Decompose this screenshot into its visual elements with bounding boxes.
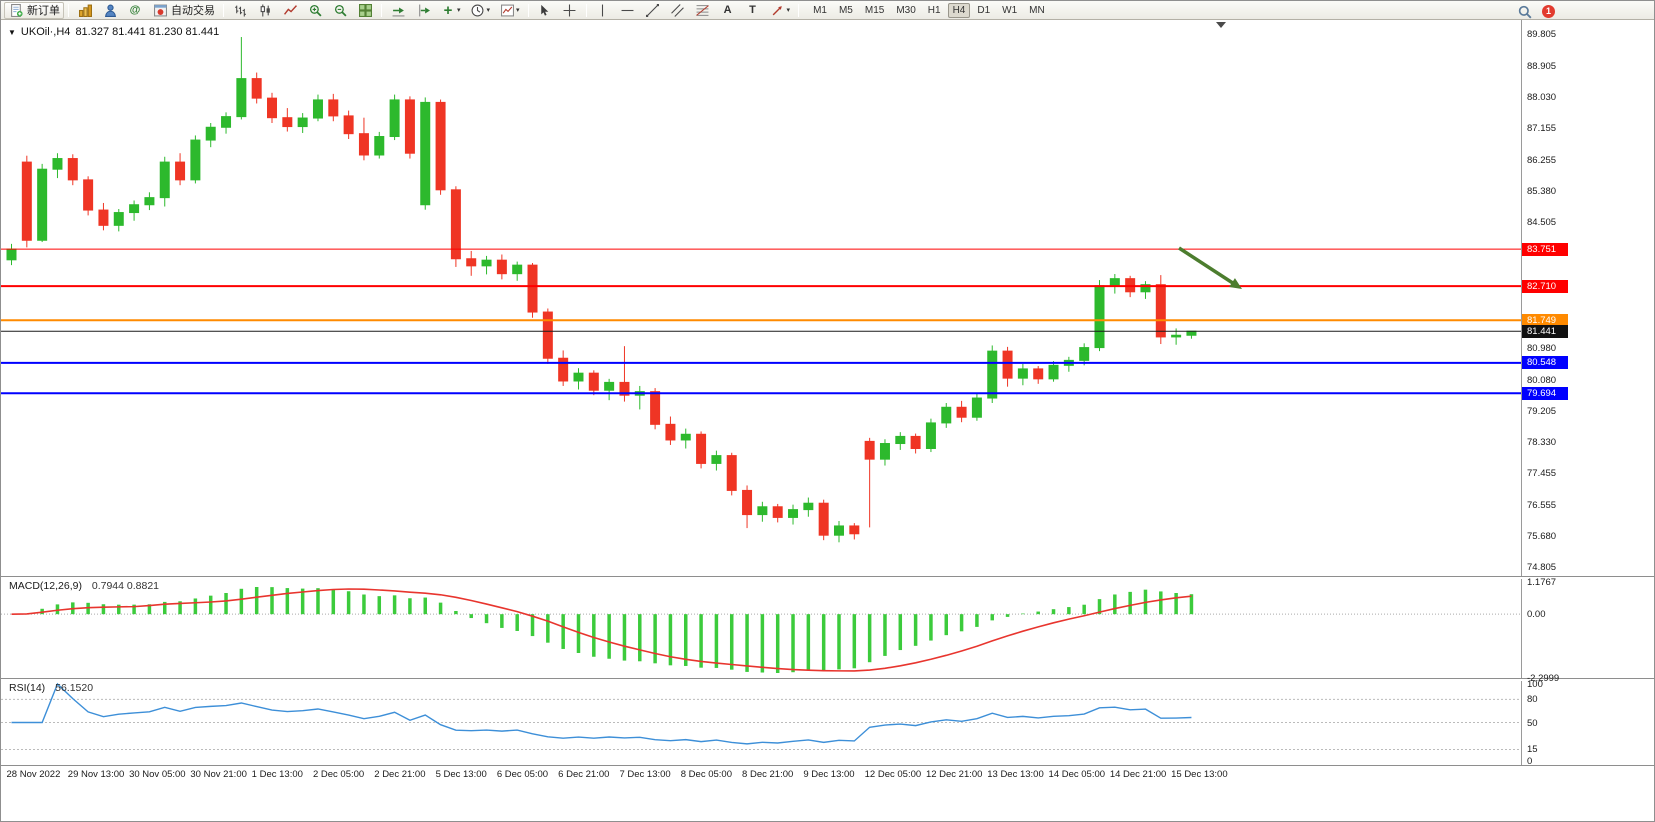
search-icon (1517, 4, 1533, 19)
arrows-tool-button[interactable]: ▾ (766, 2, 795, 19)
chart-shift-marker-icon[interactable] (1216, 22, 1226, 28)
candlestick-chart-icon (257, 3, 273, 18)
vertical-line-tool-button[interactable] (591, 2, 615, 19)
cursor-icon (537, 3, 553, 18)
mql-at-icon: @ (129, 3, 141, 16)
toolbar-separator (585, 3, 587, 17)
symbol-title: UKOil·,H4 (20, 26, 71, 38)
line-chart-icon (282, 3, 298, 18)
chart-plot-area[interactable] (1, 20, 1521, 765)
template-icon (499, 3, 515, 18)
timeframe-group: M1 M5 M15 M30 H1 H4 D1 W1 MN (808, 2, 1050, 18)
templates-button[interactable]: ▾ (495, 2, 524, 19)
autotrading-icon (152, 3, 168, 18)
chevron-down-icon: ▾ (457, 7, 461, 14)
tile-windows-button[interactable] (353, 2, 377, 19)
autotrading-button[interactable]: 自动交易 (148, 2, 219, 19)
bar-chart-icon (232, 3, 248, 18)
chevron-down-icon: ▾ (486, 7, 491, 14)
toolbar-separator (223, 3, 224, 17)
macd-label-row: MACD(12,26,9) 0.7944 0.8821 (9, 580, 159, 592)
timeframe-m30[interactable]: M30 (891, 3, 920, 18)
label-tool-button[interactable]: T (741, 2, 765, 19)
timeframe-d1[interactable]: D1 (972, 3, 995, 18)
text-icon: A (723, 3, 732, 16)
chevron-down-icon: ▾ (516, 7, 520, 14)
panel-divider[interactable] (1, 678, 1654, 681)
bar-chart-mode-button[interactable] (228, 2, 252, 19)
auto-scroll-button[interactable] (386, 2, 410, 19)
trendline-icon (645, 3, 661, 18)
crosshair-tool-button[interactable] (558, 2, 582, 19)
timeframe-mn[interactable]: MN (1024, 3, 1050, 18)
zoom-in-icon (307, 3, 323, 18)
timeframe-m15[interactable]: M15 (860, 3, 889, 18)
toolbar: 新订单 @ 自动交易 (1, 1, 1654, 20)
channel-icon (670, 3, 686, 18)
new-order-label: 新订单 (27, 5, 60, 17)
zoom-out-button[interactable] (328, 2, 352, 19)
zoom-out-icon (332, 3, 348, 18)
market-watch-icon (77, 3, 93, 18)
clock-icon (470, 3, 486, 18)
symbol-dropdown-icon[interactable]: ▼ (8, 27, 16, 37)
navigator-button[interactable] (98, 2, 122, 19)
fibonacci-tool-button[interactable] (691, 2, 715, 19)
channel-tool-button[interactable] (666, 2, 690, 19)
timeframe-m5[interactable]: M5 (834, 3, 858, 18)
toolbar-separator (68, 3, 69, 17)
chart-shift-icon (415, 3, 431, 18)
rsi-label-row: RSI(14) 56.1520 (9, 682, 93, 694)
price-axis-column (1521, 20, 1654, 765)
arrow-tool-icon (770, 3, 786, 18)
horizontal-line-tool-button[interactable] (616, 2, 640, 19)
chart-shift-button[interactable] (411, 2, 435, 19)
autotrading-label: 自动交易 (171, 5, 215, 17)
line-chart-mode-button[interactable] (278, 2, 302, 19)
macd-name: MACD(12,26,9) (9, 580, 82, 592)
rsi-name: RSI(14) (9, 682, 46, 694)
panel-divider[interactable] (1, 576, 1654, 579)
toolbar-right-group: 1 (1513, 3, 1555, 20)
chart-canvas (1, 37, 1521, 750)
toolbar-separator (527, 3, 529, 17)
market-watch-button[interactable] (73, 2, 97, 19)
auto-scroll-icon (390, 3, 406, 18)
rsi-value: 56.1520 (55, 682, 94, 694)
mql-community-button[interactable]: @ (123, 2, 147, 19)
text-tool-button[interactable]: A (716, 2, 740, 19)
time-axis (1, 765, 1654, 821)
indicators-plus-icon: + (443, 1, 453, 19)
new-order-icon (8, 3, 24, 18)
tile-windows-icon (357, 3, 373, 18)
timeframe-m1[interactable]: M1 (808, 3, 832, 18)
fibonacci-icon (695, 3, 711, 18)
timeframe-w1[interactable]: W1 (997, 3, 1022, 18)
periods-button[interactable]: ▾ (466, 2, 495, 19)
chevron-down-icon: ▾ (786, 7, 791, 14)
symbol-info-row: ▼ UKOil·,H4 81.327 81.441 81.230 81.441 (8, 26, 219, 38)
cursor-tool-button[interactable] (533, 2, 557, 19)
toolbar-separator (798, 3, 800, 17)
toolbar-separator (381, 3, 382, 17)
label-icon: T (749, 3, 756, 16)
navigator-icon (102, 3, 118, 18)
vertical-line-icon (595, 3, 611, 18)
macd-values: 0.7944 0.8821 (91, 580, 160, 592)
zoom-in-button[interactable] (303, 2, 327, 19)
timeframe-h1[interactable]: H1 (923, 3, 946, 18)
new-order-button[interactable]: 新订单 (4, 1, 64, 19)
ohlc-values: 81.327 81.441 81.230 81.441 (75, 26, 220, 38)
candlestick-mode-button[interactable] (253, 2, 277, 19)
notification-badge[interactable]: 1 (1542, 5, 1555, 18)
crosshair-icon (562, 3, 578, 18)
horizontal-line-icon (620, 3, 636, 18)
indicators-button[interactable]: + ▾ (436, 2, 465, 19)
search-button[interactable] (1513, 3, 1537, 20)
timeframe-h4[interactable]: H4 (947, 2, 971, 18)
trendline-tool-button[interactable] (641, 2, 665, 19)
